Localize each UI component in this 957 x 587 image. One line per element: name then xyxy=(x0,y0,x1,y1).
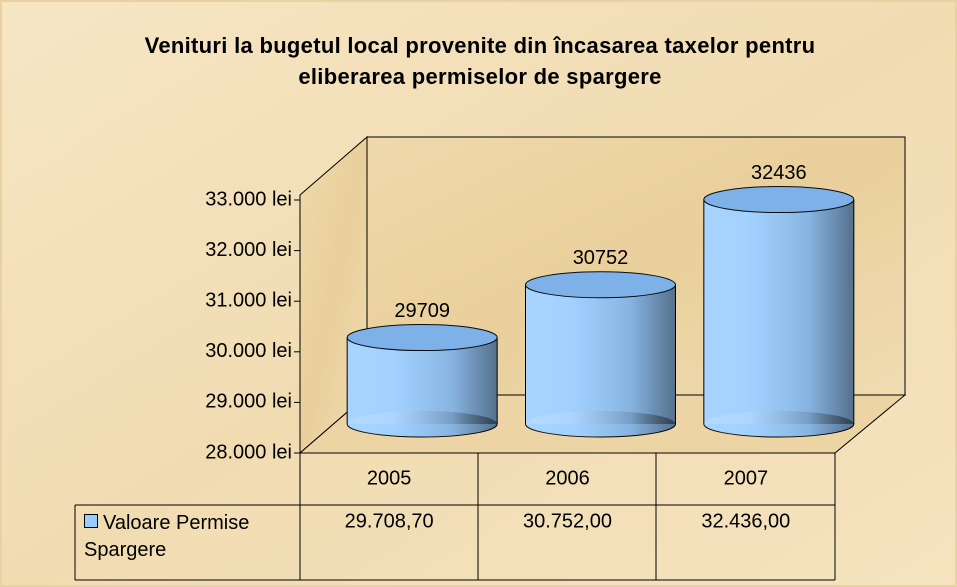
legend-label: Valoare Permise Spargere xyxy=(84,512,250,561)
x-tick-label: 2007 xyxy=(724,467,769,489)
data-label: 32436 xyxy=(751,162,807,184)
bar-top xyxy=(525,271,676,299)
bar-top-shade xyxy=(347,324,498,351)
bar-top-shade xyxy=(525,271,676,298)
y-tick-label: 32.000 lei xyxy=(205,239,292,261)
data-label: 29709 xyxy=(394,300,450,322)
y-tick-label: 29.000 lei xyxy=(205,391,292,413)
bar-top-shade xyxy=(703,186,854,213)
table-value: 29.708,70 xyxy=(345,510,434,532)
y-tick-label: 30.000 lei xyxy=(205,340,292,362)
bar-top xyxy=(703,186,855,214)
x-tick-label: 2006 xyxy=(545,467,590,489)
x-tick-label: 2005 xyxy=(367,467,412,489)
chart-title: Venituri la bugetul local provenite din … xyxy=(144,33,816,89)
data-table xyxy=(74,453,836,581)
y-tick-label: 33.000 lei xyxy=(205,188,292,210)
bar-shade xyxy=(703,199,854,424)
table-value: 32.436,00 xyxy=(701,510,790,532)
y-tick-label: 28.000 lei xyxy=(205,441,292,463)
bar-shade xyxy=(525,284,676,424)
bar-top xyxy=(346,324,498,352)
legend: Valoare Permise Spargere xyxy=(84,510,284,564)
data-label: 30752 xyxy=(573,247,629,269)
bar-base-shade xyxy=(525,411,676,437)
y-tick-label: 31.000 lei xyxy=(205,289,292,311)
bar-shade xyxy=(347,337,498,424)
bar-base-shade xyxy=(703,411,854,437)
table-value: 30.752,00 xyxy=(523,510,612,532)
bar-base-shade xyxy=(347,411,498,437)
legend-swatch xyxy=(84,514,98,528)
